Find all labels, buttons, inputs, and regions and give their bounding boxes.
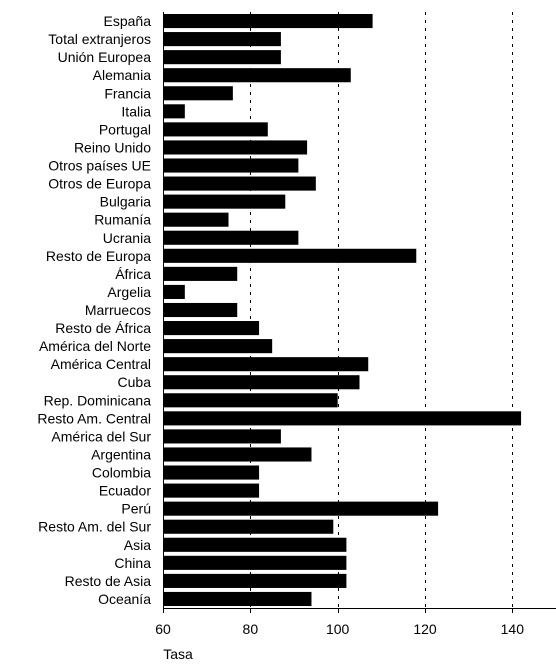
category-label-4: Francia [104, 85, 151, 101]
bar-30 [163, 555, 347, 570]
category-label-2: Unión Europea [58, 49, 152, 65]
category-label-14: África [115, 266, 151, 282]
category-label-12: Ucrania [103, 230, 151, 246]
bar-31 [163, 573, 347, 588]
bar-17 [163, 321, 260, 336]
category-label-10: Bulgaria [100, 194, 152, 210]
category-labels: España Total extranjeros Unión Europea Alem… [37, 13, 151, 607]
x-tick-label-120: 120 [413, 621, 437, 637]
bar-16 [163, 302, 238, 318]
bar-1 [163, 32, 281, 47]
bar-21 [163, 393, 338, 408]
category-label-1: Total extranjeros [48, 31, 151, 47]
bar-23 [163, 429, 281, 444]
category-label-24: Argentina [91, 446, 151, 462]
bar-20 [163, 375, 360, 390]
bar-8 [163, 158, 299, 173]
bar-6 [163, 122, 268, 137]
bars [163, 13, 522, 607]
bar-28 [163, 519, 334, 534]
bar-26 [163, 483, 260, 498]
category-label-15: Argelia [107, 284, 151, 300]
category-label-17: Resto de África [55, 320, 151, 336]
x-tick-label-140: 140 [501, 621, 525, 637]
category-label-27: Perú [121, 501, 151, 517]
category-label-7: Reino Unido [74, 139, 151, 155]
bar-27 [163, 501, 439, 516]
x-tick-labels: 60 80 100 120 140 [155, 608, 524, 637]
bar-25 [163, 465, 260, 480]
bar-32 [163, 591, 312, 607]
x-tick-label-60: 60 [155, 621, 171, 637]
bar-5 [163, 104, 185, 119]
bar-13 [163, 248, 417, 263]
category-label-22: Resto Am. Central [37, 410, 151, 426]
category-label-8: Otros países UE [48, 158, 151, 174]
bar-12 [163, 230, 299, 245]
bar-4 [163, 86, 233, 101]
x-axis-title: Tasa [163, 646, 193, 662]
category-label-5: Italia [121, 103, 151, 119]
bar-24 [163, 447, 312, 462]
bar-3 [163, 68, 351, 83]
category-label-23: América del Sur [51, 428, 151, 444]
bar-22 [163, 411, 522, 426]
category-label-3: Alemania [93, 67, 152, 83]
x-tick-label-80: 80 [243, 621, 259, 637]
category-label-32: Oceanía [98, 591, 151, 607]
category-label-19: América Central [51, 356, 151, 372]
bar-19 [163, 357, 369, 372]
bar-7 [163, 140, 308, 155]
category-label-20: Cuba [118, 374, 152, 390]
category-label-9: Otros de Europa [48, 176, 151, 192]
category-label-6: Portugal [99, 121, 151, 137]
bar-10 [163, 194, 286, 209]
category-label-21: Rep. Dominicana [44, 392, 152, 408]
category-label-0: España [104, 13, 152, 29]
gridlines [250, 12, 513, 608]
x-tick-label-100: 100 [326, 621, 350, 637]
bar-15 [163, 284, 185, 299]
bar-14 [163, 266, 238, 281]
category-label-18: América del Norte [39, 338, 151, 354]
bar-18 [163, 339, 273, 354]
category-label-31: Resto de Asia [65, 573, 152, 589]
category-label-16: Marruecos [85, 302, 151, 318]
category-label-11: Rumanía [94, 212, 151, 228]
category-label-30: China [114, 555, 151, 571]
bar-9 [163, 176, 316, 191]
category-label-26: Ecuador [99, 483, 151, 499]
category-label-28: Resto Am. del Sur [38, 519, 151, 535]
category-label-29: Asia [124, 537, 151, 553]
category-label-13: Resto de Europa [46, 248, 151, 264]
bar-11 [163, 212, 229, 227]
bar-29 [163, 537, 347, 552]
axes [163, 12, 556, 609]
bar-0 [163, 13, 373, 29]
bar-2 [163, 50, 281, 65]
category-label-25: Colombia [92, 465, 151, 481]
